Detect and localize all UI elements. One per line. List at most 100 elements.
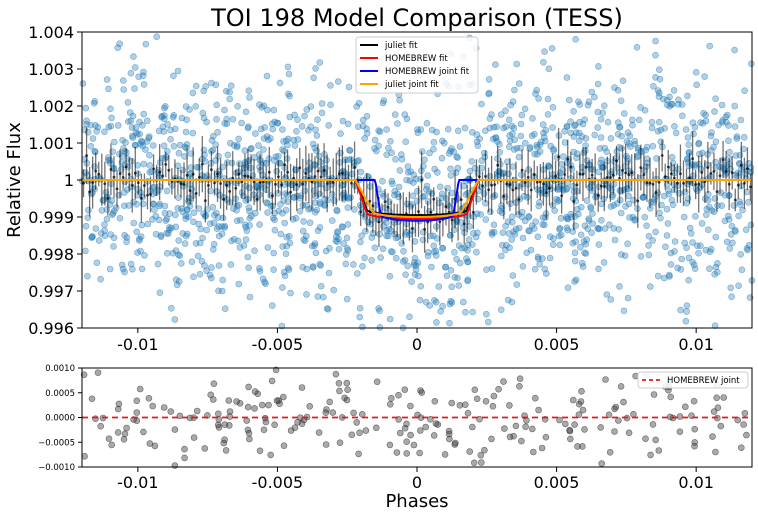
flux-data-point bbox=[576, 243, 584, 251]
residual-point bbox=[246, 435, 253, 443]
flux-data-point bbox=[299, 227, 307, 235]
flux-data-point bbox=[363, 125, 370, 133]
flux-data-point bbox=[469, 230, 477, 237]
flux-data-point bbox=[137, 247, 144, 255]
binned-point bbox=[216, 172, 219, 176]
flux-data-point bbox=[733, 133, 741, 140]
flux-data-point bbox=[615, 226, 623, 233]
flux-data-point bbox=[219, 287, 226, 295]
flux-data-point bbox=[599, 109, 607, 117]
top-y-ticks: 0.996 0.997 0.998 0.999 1 1.001 1.002 1.003 1.00… bbox=[28, 23, 82, 338]
flux-data-point bbox=[629, 213, 637, 221]
binned-point bbox=[669, 172, 673, 176]
residual-point bbox=[372, 424, 380, 432]
flux-data-point bbox=[706, 42, 714, 50]
flux-data-point bbox=[163, 187, 171, 195]
flux-data-point bbox=[539, 214, 547, 221]
legend-label-homebrew-joint-fit: HOMEBREW joint fit bbox=[385, 67, 470, 77]
flux-data-point bbox=[161, 202, 169, 210]
flux-data-point bbox=[697, 242, 704, 249]
binned-point bbox=[313, 175, 317, 178]
binned-point bbox=[270, 194, 274, 198]
flux-data-point bbox=[333, 206, 341, 214]
binned-point bbox=[676, 181, 679, 185]
flux-data-point bbox=[589, 220, 596, 227]
flux-data-point bbox=[327, 82, 334, 89]
top-y-tick-label: 0.998 bbox=[28, 245, 74, 264]
flux-data-point bbox=[625, 192, 632, 200]
flux-data-point bbox=[456, 143, 464, 150]
flux-data-point bbox=[371, 244, 379, 252]
flux-data-point bbox=[499, 229, 507, 236]
residual-point bbox=[464, 409, 472, 417]
flux-data-point bbox=[406, 177, 414, 184]
binned-point bbox=[438, 220, 442, 224]
flux-data-point bbox=[110, 243, 117, 250]
binned-point bbox=[697, 182, 701, 186]
binned-point bbox=[103, 182, 107, 186]
residual-point bbox=[431, 397, 439, 405]
flux-data-point bbox=[674, 264, 681, 272]
flux-data-point bbox=[285, 266, 293, 274]
flux-data-point bbox=[291, 142, 299, 149]
flux-data-point bbox=[400, 248, 407, 255]
flux-data-point bbox=[92, 225, 100, 232]
flux-data-point bbox=[246, 207, 253, 215]
flux-data-point bbox=[437, 307, 445, 315]
flux-data-point bbox=[389, 180, 396, 188]
flux-data-point bbox=[625, 200, 633, 208]
bottom-y-tick-label: −0.0010 bbox=[38, 463, 75, 473]
binned-point bbox=[337, 172, 341, 176]
residual-point bbox=[190, 434, 198, 441]
residual-point bbox=[265, 401, 272, 409]
flux-data-point bbox=[194, 252, 202, 260]
flux-data-point bbox=[442, 263, 450, 271]
flux-data-point bbox=[279, 284, 286, 291]
flux-data-point bbox=[702, 246, 710, 254]
flux-data-point bbox=[303, 202, 311, 209]
binned-point bbox=[721, 158, 725, 162]
flux-data-point bbox=[140, 160, 148, 168]
flux-data-point bbox=[596, 145, 604, 152]
flux-data-point bbox=[108, 114, 115, 122]
binned-point bbox=[624, 171, 627, 175]
flux-data-point bbox=[127, 69, 135, 77]
flux-data-point bbox=[210, 241, 218, 248]
flux-data-point bbox=[747, 221, 755, 229]
flux-data-point bbox=[473, 138, 481, 146]
flux-data-point bbox=[645, 232, 653, 240]
residual-point bbox=[279, 393, 287, 401]
flux-data-point bbox=[130, 219, 138, 227]
residual-point bbox=[114, 429, 122, 436]
flux-data-point bbox=[213, 116, 220, 123]
flux-data-point bbox=[733, 135, 741, 142]
bottom-y-tick-label: 0.0010 bbox=[45, 364, 75, 374]
flux-data-point bbox=[747, 60, 755, 68]
flux-data-point bbox=[131, 64, 139, 71]
flux-data-point bbox=[521, 105, 529, 113]
flux-data-point bbox=[344, 204, 352, 211]
residual-point bbox=[403, 420, 410, 428]
flux-data-point bbox=[616, 283, 623, 290]
binned-point bbox=[310, 180, 314, 184]
flux-data-point bbox=[454, 154, 461, 161]
binned-point bbox=[724, 170, 728, 173]
residual-point bbox=[655, 447, 663, 454]
residual-point bbox=[136, 385, 144, 393]
flux-data-point bbox=[309, 264, 317, 271]
flux-data-point bbox=[690, 261, 698, 269]
flux-data-point bbox=[740, 145, 747, 153]
flux-data-point bbox=[454, 127, 462, 135]
flux-data-point bbox=[657, 214, 664, 222]
binned-point bbox=[648, 181, 652, 185]
legend-label-homebrew-joint: HOMEBREW joint bbox=[667, 376, 740, 386]
flux-data-point bbox=[155, 216, 163, 224]
binned-point bbox=[283, 163, 286, 167]
flux-data-point bbox=[686, 224, 694, 232]
residual-point bbox=[123, 424, 130, 432]
flux-data-point bbox=[657, 126, 665, 134]
flux-data-point bbox=[103, 215, 111, 223]
flux-data-point bbox=[151, 206, 158, 213]
flux-data-point bbox=[185, 213, 192, 221]
flux-data-point bbox=[424, 252, 432, 260]
